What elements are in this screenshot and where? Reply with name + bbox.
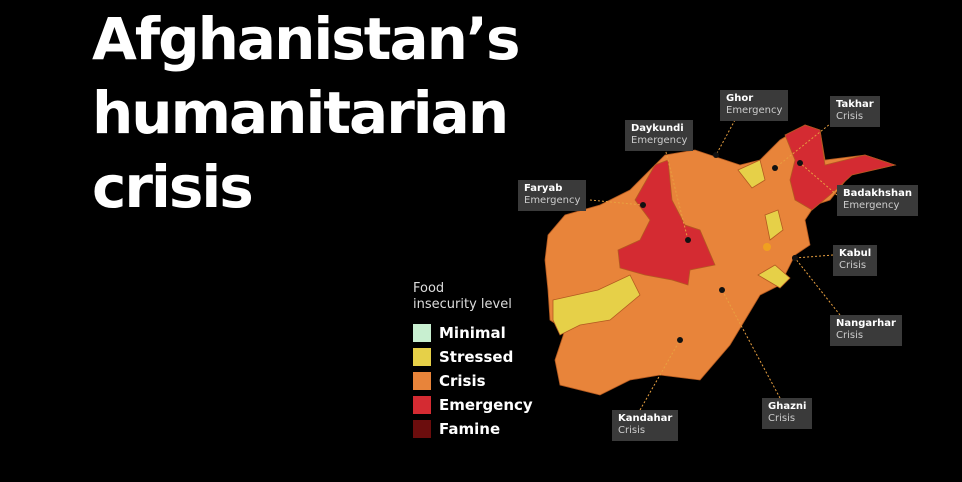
callout-level: Crisis bbox=[836, 111, 864, 122]
callout-name: Kandahar bbox=[618, 413, 673, 424]
callout-level: Emergency bbox=[843, 200, 900, 211]
callout: Badakhshan Emergency bbox=[837, 185, 918, 216]
leader-line bbox=[715, 119, 736, 156]
leader-line bbox=[589, 199, 644, 206]
callout-name: Ghor bbox=[726, 93, 754, 104]
callout-name: Kabul bbox=[839, 248, 872, 259]
callout-name: Nangarhar bbox=[836, 318, 896, 329]
title: Afghanistan’s humanitarian crisis bbox=[92, 2, 520, 224]
callout: Ghazni Crisis bbox=[762, 398, 813, 429]
location-dot bbox=[640, 202, 646, 208]
callout: Nangarhar Crisis bbox=[830, 315, 902, 346]
callout-level: Crisis bbox=[836, 330, 864, 341]
location-dot bbox=[792, 255, 798, 261]
legend-title-line: Food bbox=[413, 281, 445, 296]
leader-line bbox=[639, 339, 681, 411]
dots bbox=[640, 152, 803, 343]
leaders bbox=[589, 119, 841, 411]
region-emergency bbox=[784, 124, 897, 211]
title-line: crisis bbox=[92, 153, 254, 221]
location-dot bbox=[685, 237, 691, 243]
callout-level: Emergency bbox=[524, 195, 581, 206]
legend-swatch bbox=[413, 420, 431, 438]
callout-name: Faryab bbox=[524, 183, 563, 194]
callout-level: Crisis bbox=[618, 425, 646, 436]
legend-item: Famine bbox=[413, 417, 533, 441]
location-dot bbox=[677, 337, 683, 343]
callout-name: Takhar bbox=[836, 99, 874, 110]
legend-title-line: insecurity level bbox=[413, 297, 512, 312]
leader-line bbox=[794, 257, 841, 316]
legend-label: Famine bbox=[439, 420, 501, 438]
callout-level: Emergency bbox=[726, 105, 783, 116]
leader-line bbox=[774, 119, 836, 169]
callout-name: Daykundi bbox=[631, 123, 684, 134]
legend-label: Stressed bbox=[439, 348, 514, 366]
title-line: humanitarian bbox=[92, 79, 509, 147]
legend-item: Minimal bbox=[413, 321, 533, 345]
callout: Daykundi Emergency bbox=[625, 120, 694, 151]
kabul-marker bbox=[763, 243, 771, 251]
legend-swatch bbox=[413, 324, 431, 342]
region-stressed bbox=[764, 209, 784, 241]
callout-name: Badakhshan bbox=[843, 188, 912, 199]
location-dot bbox=[772, 165, 778, 171]
title-line: Afghanistan’s bbox=[92, 5, 520, 73]
leader-line bbox=[799, 162, 838, 196]
legend: Food insecurity level Minimal Stressed Cri… bbox=[413, 281, 533, 441]
legend-label: Crisis bbox=[439, 372, 486, 390]
legend-title: Food insecurity level bbox=[413, 281, 533, 313]
location-dot bbox=[719, 287, 725, 293]
legend-swatch bbox=[413, 396, 431, 414]
provinces bbox=[544, 124, 897, 396]
callout-name: Ghazni bbox=[768, 401, 807, 412]
legend-swatch bbox=[413, 348, 431, 366]
location-dot bbox=[797, 160, 803, 166]
callout: Kabul Crisis bbox=[833, 245, 878, 276]
callout: Kandahar Crisis bbox=[612, 410, 679, 441]
callout: Ghor Emergency bbox=[720, 90, 789, 121]
location-dot bbox=[713, 152, 719, 158]
region-stressed bbox=[757, 264, 791, 289]
legend-swatch bbox=[413, 372, 431, 390]
leader-line bbox=[794, 254, 834, 259]
region-stressed bbox=[737, 159, 766, 189]
legend-item: Emergency bbox=[413, 393, 533, 417]
callout-level: Crisis bbox=[768, 413, 796, 424]
callout-level: Crisis bbox=[839, 260, 867, 271]
region-emergency bbox=[617, 159, 716, 286]
leader-line bbox=[721, 289, 781, 399]
legend-label: Emergency bbox=[439, 396, 533, 414]
callout: Takhar Crisis bbox=[830, 96, 880, 127]
legend-item: Stressed bbox=[413, 345, 533, 369]
callout-level: Emergency bbox=[631, 135, 688, 146]
callout: Faryab Emergency bbox=[518, 180, 587, 211]
legend-item: Crisis bbox=[413, 369, 533, 393]
region-stressed bbox=[552, 274, 641, 336]
legend-label: Minimal bbox=[439, 324, 506, 342]
